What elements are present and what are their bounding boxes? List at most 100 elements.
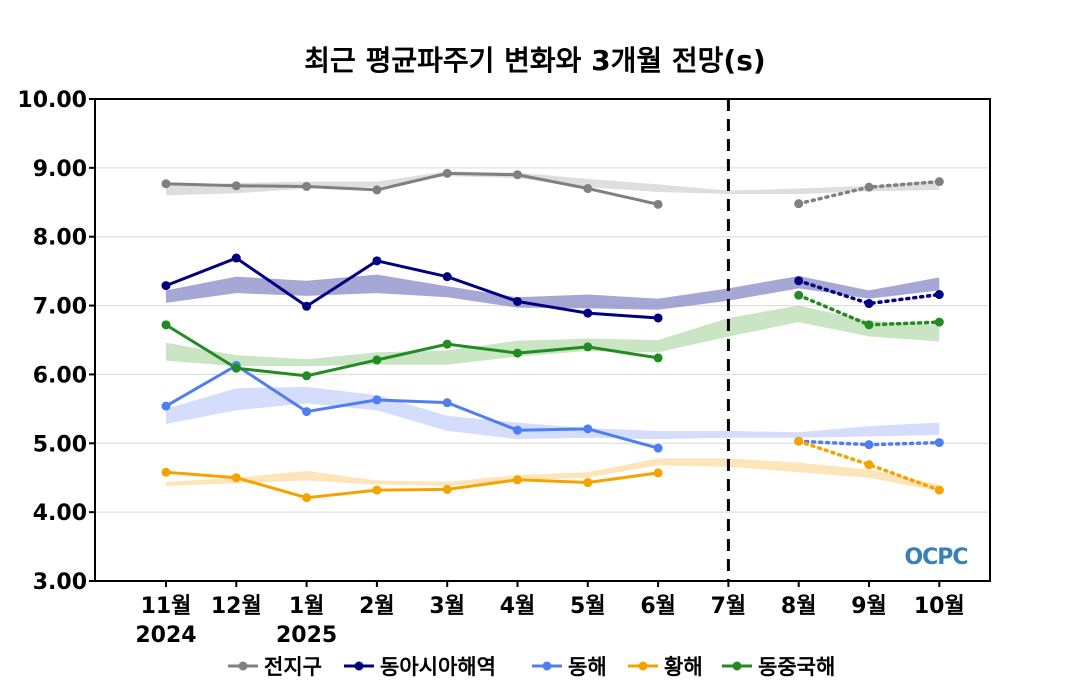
- y-axis-ticks: 3.00 4.00 5.00 6.00 7.00 8.00 9.00 10.00: [17, 88, 95, 595]
- data-point-전지구: [513, 170, 522, 180]
- forecast-point-동해: [864, 440, 874, 450]
- legend-label: 동중국해: [758, 655, 835, 679]
- legend-swatch-point: [238, 661, 248, 671]
- x-tick-label: 10월: [914, 594, 965, 619]
- data-point-전지구: [442, 168, 452, 178]
- legend-swatch-point: [354, 661, 364, 671]
- data-point-황해: [161, 467, 171, 477]
- legend-label: 황해: [664, 655, 703, 679]
- data-point-동해: [302, 407, 312, 417]
- data-point-동해: [372, 395, 382, 405]
- series-points: [161, 168, 944, 503]
- x-year-label: 2025: [276, 623, 337, 648]
- data-point-동중국해: [583, 342, 593, 352]
- series-line-황해: [165, 470, 659, 500]
- data-point-동해: [653, 443, 663, 453]
- ocpc-logo-text: OCPC: [904, 545, 967, 570]
- forecast-point-황해: [794, 436, 804, 446]
- series-line-전지구: [165, 171, 659, 206]
- data-point-동중국해: [372, 355, 382, 365]
- legend: 전지구 동아시아해역 동해 황해 동중국해: [228, 655, 835, 679]
- data-point-황해: [442, 484, 452, 494]
- forecast-point-동중국해: [934, 317, 944, 327]
- legend-label: 전지구: [264, 655, 322, 679]
- data-point-전지구: [583, 184, 593, 194]
- data-point-전지구: [231, 181, 241, 191]
- data-point-황해: [513, 475, 522, 485]
- band-동중국해: [166, 305, 940, 367]
- series-line-동아시아해역: [165, 256, 659, 320]
- data-point-동중국해: [653, 353, 663, 363]
- plot-frame: [94, 98, 991, 582]
- data-point-동해: [513, 425, 522, 435]
- band-전지구: [166, 171, 940, 196]
- data-point-전지구: [653, 199, 663, 209]
- forecast-point-황해: [864, 460, 874, 470]
- y-tick-label: 3.00: [33, 570, 87, 595]
- forecast-point-동중국해: [864, 320, 874, 330]
- data-point-동중국해: [231, 363, 241, 373]
- x-tick-label: 6월: [640, 594, 676, 619]
- legend-swatch-point: [638, 661, 648, 671]
- x-axis-ticks: 11월 12월 1월 2월 3월 4월 5월 6월 7월 8월 9월 10월 2024 2025: [135, 581, 965, 648]
- x-tick-label: 1월: [289, 594, 325, 619]
- forecast-point-동아시아해역: [934, 290, 944, 300]
- data-point-동아시아해역: [442, 272, 452, 282]
- data-point-황해: [583, 478, 593, 488]
- x-tick-label: 7월: [711, 594, 747, 619]
- series-line-동중국해: [165, 323, 659, 378]
- data-point-동아시아해역: [302, 301, 312, 311]
- chart-title: 최근 평균파주기 변화와 3개월 전망(s): [304, 44, 765, 77]
- series-lines: [165, 171, 942, 500]
- x-year-label: 2024: [135, 623, 196, 648]
- x-tick-label: 11월: [141, 594, 192, 619]
- legend-swatch-point: [542, 661, 552, 671]
- data-point-동중국해: [161, 320, 171, 330]
- forecast-point-동해: [934, 438, 944, 448]
- band-동해: [166, 386, 940, 440]
- data-point-동아시아해역: [161, 281, 171, 291]
- band-동아시아해역: [166, 274, 940, 310]
- band-황해: [166, 458, 940, 492]
- forecast-point-동중국해: [794, 290, 804, 300]
- y-tick-label: 7.00: [33, 295, 87, 320]
- data-point-전지구: [302, 181, 312, 191]
- forecast-point-전지구: [794, 199, 804, 209]
- data-point-동해: [442, 398, 452, 408]
- x-tick-label: 5월: [570, 594, 606, 619]
- data-point-동해: [583, 424, 593, 434]
- legend-label: 동아시아해역: [380, 655, 496, 679]
- y-tick-label: 8.00: [33, 226, 87, 251]
- series-line-동해: [165, 363, 659, 450]
- x-tick-label: 12월: [211, 594, 262, 619]
- legend-swatch-point: [732, 661, 742, 671]
- y-tick-label: 4.00: [33, 501, 87, 526]
- legend-label: 동해: [568, 655, 607, 679]
- data-point-동아시아해역: [583, 308, 593, 318]
- x-tick-label: 4월: [500, 594, 536, 619]
- data-point-전지구: [372, 185, 382, 195]
- data-point-동아시아해역: [653, 313, 663, 323]
- uncertainty-bands: [166, 171, 940, 492]
- x-tick-label: 9월: [851, 594, 887, 619]
- y-tick-label: 6.00: [33, 363, 87, 388]
- y-tick-label: 5.00: [33, 432, 87, 457]
- data-point-동아시아해역: [513, 296, 522, 306]
- data-point-동중국해: [513, 348, 522, 358]
- ocpc-logo: OCPC: [904, 545, 968, 570]
- data-point-황해: [231, 473, 241, 483]
- y-tick-label: 10.00: [17, 88, 87, 113]
- data-point-동중국해: [442, 339, 452, 349]
- data-point-동해: [161, 401, 171, 411]
- data-point-전지구: [161, 179, 171, 189]
- forecast-line-동아시아해역: [796, 279, 942, 306]
- x-tick-label: 2월: [359, 594, 395, 619]
- x-tick-label: 8월: [781, 594, 817, 619]
- data-point-황해: [372, 485, 382, 495]
- data-point-황해: [302, 493, 312, 503]
- data-point-동중국해: [302, 371, 312, 381]
- forecast-line-황해: [796, 439, 942, 492]
- data-point-동아시아해역: [372, 256, 382, 266]
- x-tick-label: 3월: [429, 594, 465, 619]
